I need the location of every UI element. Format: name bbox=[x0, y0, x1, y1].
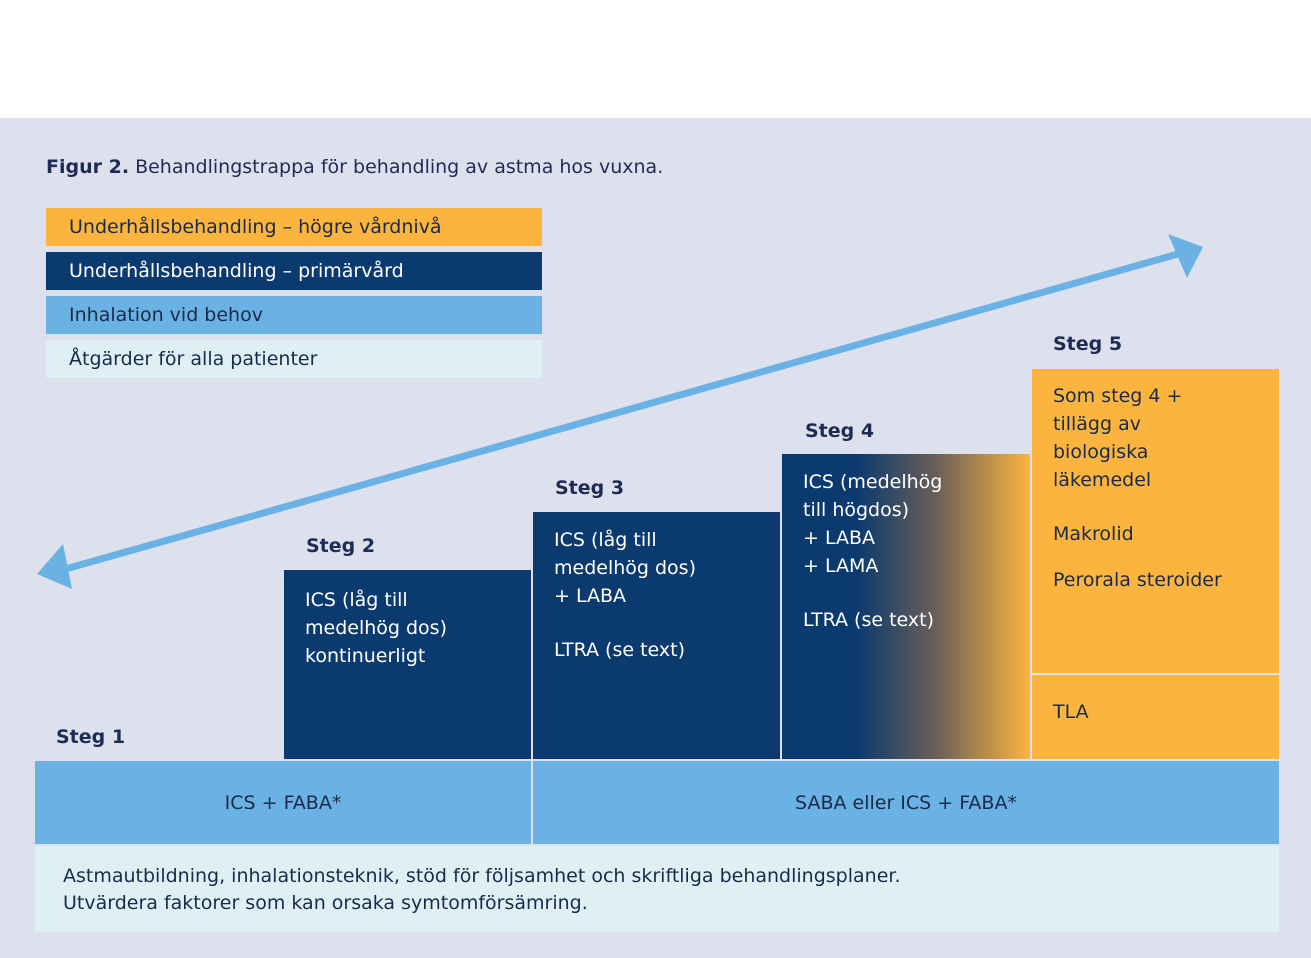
step-5-extra: Makrolid bbox=[1053, 523, 1134, 545]
step-4-line: ICS (medelhög bbox=[803, 471, 943, 493]
step-4-block: ICS (medelhög till högdos) + LABA + LAMA… bbox=[782, 454, 1030, 759]
step-5-line: biologiska bbox=[1053, 441, 1149, 463]
step-3-label: Steg 3 bbox=[555, 477, 625, 499]
step-5-extra: Perorala steroider bbox=[1053, 569, 1222, 591]
inhalation-left: ICS + FABA* bbox=[35, 761, 531, 844]
all-patients-line-2: Utvärdera faktorer som kan orsaka symtom… bbox=[63, 892, 588, 914]
step-3-line: + LABA bbox=[554, 585, 627, 607]
all-patients-box: Astmautbildning, inhalationsteknik, stöd… bbox=[35, 846, 1279, 932]
step-5-line: Som steg 4 + bbox=[1053, 385, 1183, 407]
step-3-extra: LTRA (se text) bbox=[554, 639, 685, 661]
step-4-line: + LAMA bbox=[803, 555, 879, 577]
step-4-extra: LTRA (se text) bbox=[803, 609, 934, 631]
step-5-line: tillägg av bbox=[1053, 413, 1141, 435]
step-1-label: Steg 1 bbox=[56, 726, 126, 748]
legend-item-primary-care: Underhållsbehandling – primärvård bbox=[46, 252, 542, 290]
step-5-tla: TLA bbox=[1032, 675, 1279, 759]
figure-title: Figur 2. Behandlingstrappa för behandlin… bbox=[46, 156, 664, 178]
step-3-line: medelhög dos) bbox=[554, 557, 696, 579]
step-2-line: medelhög dos) bbox=[305, 617, 447, 639]
all-patients-line-1: Astmautbildning, inhalationsteknik, stöd… bbox=[63, 865, 901, 887]
legend-item-as-needed: Inhalation vid behov bbox=[46, 296, 542, 334]
step-2-line: kontinuerligt bbox=[305, 645, 426, 667]
step-5-label: Steg 5 bbox=[1053, 333, 1123, 355]
step-2-label: Steg 2 bbox=[306, 535, 376, 557]
step-4-line: + LABA bbox=[803, 527, 876, 549]
legend-item-higher-care: Underhållsbehandling – högre vårdnivå bbox=[46, 208, 542, 246]
inhalation-right: SABA eller ICS + FABA* bbox=[533, 761, 1279, 844]
legend-item-all-patients: Åtgärder för alla patienter bbox=[46, 340, 542, 378]
step-5-line: läkemedel bbox=[1053, 469, 1152, 491]
step-4-line: till högdos) bbox=[803, 499, 910, 521]
step-5-block: Som steg 4 + tillägg av biologiska läkem… bbox=[1032, 369, 1279, 673]
step-2-block: ICS (låg till medelhög dos) kontinuerlig… bbox=[284, 570, 531, 759]
step-3-line: ICS (låg till bbox=[554, 529, 657, 551]
step-3-block: ICS (låg till medelhög dos) + LABA LTRA … bbox=[533, 512, 780, 759]
step-2-line: ICS (låg till bbox=[305, 589, 408, 611]
step-4-label: Steg 4 bbox=[805, 420, 875, 442]
